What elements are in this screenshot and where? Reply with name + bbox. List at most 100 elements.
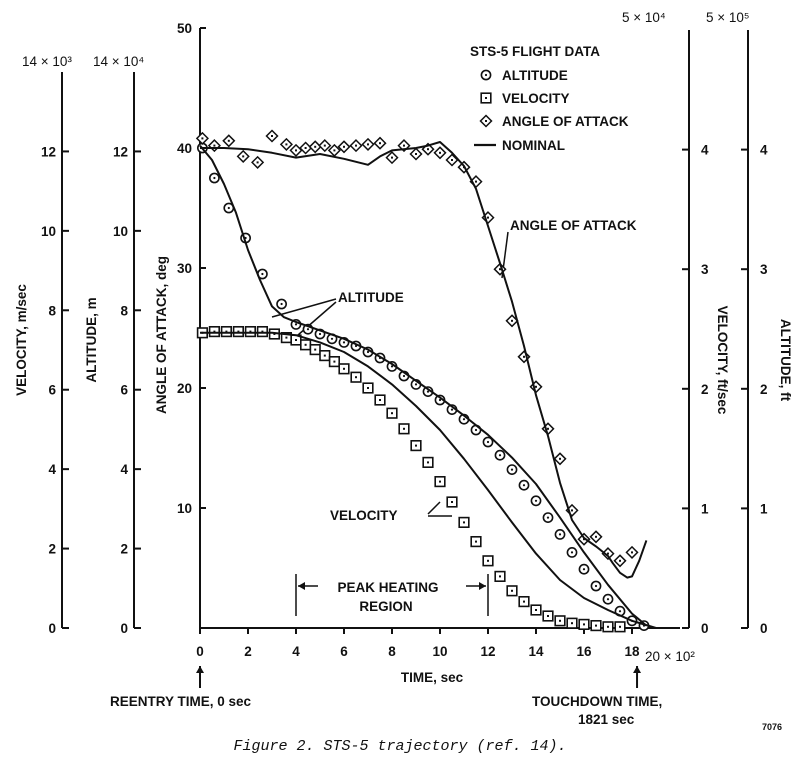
velocity-point-dot (225, 330, 228, 333)
vel_ms-tick-label: 4 (48, 462, 56, 477)
angle-of-attack-point-dot (314, 145, 317, 148)
angle-of-attack-point-dot (619, 559, 621, 562)
velocity-point-dot (249, 330, 252, 333)
altitude-point-dot (450, 408, 454, 411)
angle-of-attack-point-dot (499, 268, 501, 271)
altitude-point-dot (227, 206, 230, 210)
angle-of-attack-point-dot (607, 552, 609, 555)
velocity-point-dot (367, 387, 369, 389)
alt_m-tick-label: 8 (120, 303, 128, 318)
altitude-point-dot (618, 610, 622, 613)
annotation-velocity: VELOCITY (330, 508, 398, 523)
altitude-point-dot (438, 398, 442, 402)
angle-of-attack-point-dot (487, 216, 489, 219)
altitude-point-dot (280, 302, 283, 306)
touchdown-time-label-1: TOUCHDOWN TIME, (532, 694, 662, 709)
velocity-point-dot (463, 521, 465, 524)
velocity-point-dot (619, 625, 621, 628)
alt_ft-tick-label: 0 (760, 621, 768, 636)
aoa-axis-title: ANGLE OF ATTACK, deg (154, 256, 169, 414)
altitude-point-dot (330, 337, 334, 340)
altitude-point-dot (510, 468, 514, 471)
velocity-point-dot (379, 399, 381, 401)
vel_fts-tick-label: 0 (701, 621, 709, 636)
touchdown-arrow-head (633, 666, 642, 673)
angle-of-attack-point-dot (256, 161, 259, 164)
aoa-tick-label: 50 (177, 21, 192, 36)
x-axis-title: TIME, sec (401, 670, 464, 685)
legend-marker-velocity-dot (485, 97, 487, 99)
velocity-point-dot (499, 575, 501, 578)
alt-ft-axis-title: ALTITUDE, ft (778, 319, 793, 402)
velocity-point-dot (355, 376, 357, 379)
velocity-point-dot (237, 330, 240, 333)
angle-of-attack-point-dot (323, 144, 326, 147)
alt_ft-tick-label: 2 (760, 382, 768, 397)
x-tick-label: 10 (432, 644, 447, 659)
vel-ms-axis-title: VELOCITY, m/sec (14, 284, 29, 396)
x-tick-label: 2 (244, 644, 252, 659)
figure-caption: Figure 2. STS-5 trajectory (ref. 14). (233, 738, 567, 755)
angle-of-attack-point-dot (595, 535, 597, 538)
velocity-point-dot (571, 622, 573, 625)
alt-m-axis-title: ALTITUDE, m (84, 297, 99, 382)
angle-of-attack-point-dot (415, 153, 417, 155)
annotation-angle-of-attack: ANGLE OF ATTACK (510, 218, 637, 233)
legend-label-nominal: NOMINAL (502, 138, 565, 153)
reentry-time-label: REENTRY TIME, 0 sec (110, 694, 252, 709)
touchdown-time-label-2: 1821 sec (578, 712, 635, 727)
velocity-point-dot (559, 619, 561, 622)
angle-of-attack-point-dot (547, 427, 549, 430)
angle-of-attack-point-dot (403, 144, 405, 147)
velocity-point-dot (343, 367, 345, 370)
alt_m-tick-label: 4 (120, 462, 128, 477)
alt_m-tick-label: 2 (120, 542, 128, 557)
legend-label-angle-of-attack: ANGLE OF ATTACK (502, 114, 629, 129)
aoa-tick-label: 10 (177, 501, 192, 516)
vel_fts-tick-label: 4 (701, 143, 709, 158)
x-tick-label: 14 (528, 644, 544, 659)
velocity-point-dot (487, 559, 489, 562)
altitude-point-dot (546, 516, 550, 519)
vel_fts-tick-label: 3 (701, 262, 709, 277)
vel_fts-tick-label: 2 (701, 382, 709, 397)
altitude-point-dot (534, 499, 538, 502)
x-tick-label: 8 (388, 644, 396, 659)
velocity-point-dot (607, 625, 609, 628)
vel_ms-tick-label: 8 (48, 303, 56, 318)
angle-of-attack-point-dot (367, 143, 369, 146)
alt_ft-tick-label: 4 (760, 143, 768, 158)
angle-of-attack-point-dot (559, 457, 561, 460)
velocity-point-dot (595, 624, 597, 627)
vel_ms-tick-label: 6 (48, 383, 56, 398)
vel_ms-tick-label: 10 (41, 224, 56, 239)
angle-of-attack-point-dot (571, 509, 573, 512)
angle-of-attack-point-dot (213, 144, 216, 147)
velocity-point-dot (333, 360, 336, 363)
alt-m-multiplier: 14 × 10⁴ (93, 54, 144, 69)
nominal-line-altitude (199, 144, 648, 627)
peak-heating-label-line2: REGION (359, 599, 412, 614)
angle-of-attack-point-dot (379, 142, 381, 145)
vel-ms-multiplier: 14 × 10³ (22, 54, 72, 69)
x-tick-label: 0 (196, 644, 204, 659)
alt_m-tick-label: 0 (120, 621, 128, 636)
legend-marker-altitude-dot (484, 73, 488, 77)
altitude-point-dot (213, 176, 216, 180)
legend-label-velocity: VELOCITY (502, 91, 570, 106)
nominal-line-velocity (200, 331, 657, 629)
angle-of-attack-point-dot (427, 148, 429, 151)
altitude-point-dot (558, 533, 562, 536)
angle-of-attack-point-dot (333, 149, 336, 152)
angle-of-attack-point-dot (511, 319, 513, 322)
altitude-point-dot (306, 328, 310, 331)
alt_m-tick-label: 6 (120, 383, 128, 398)
peak-arrowhead-left (298, 582, 305, 590)
vel_ms-tick-label: 12 (41, 144, 56, 159)
altitude-point-dot (474, 428, 478, 432)
velocity-point-dot (547, 615, 549, 617)
velocity-point-dot (304, 343, 307, 346)
angle-of-attack-point-dot (451, 159, 453, 161)
velocity-point-dot (415, 444, 417, 447)
velocity-point-dot (583, 623, 585, 626)
